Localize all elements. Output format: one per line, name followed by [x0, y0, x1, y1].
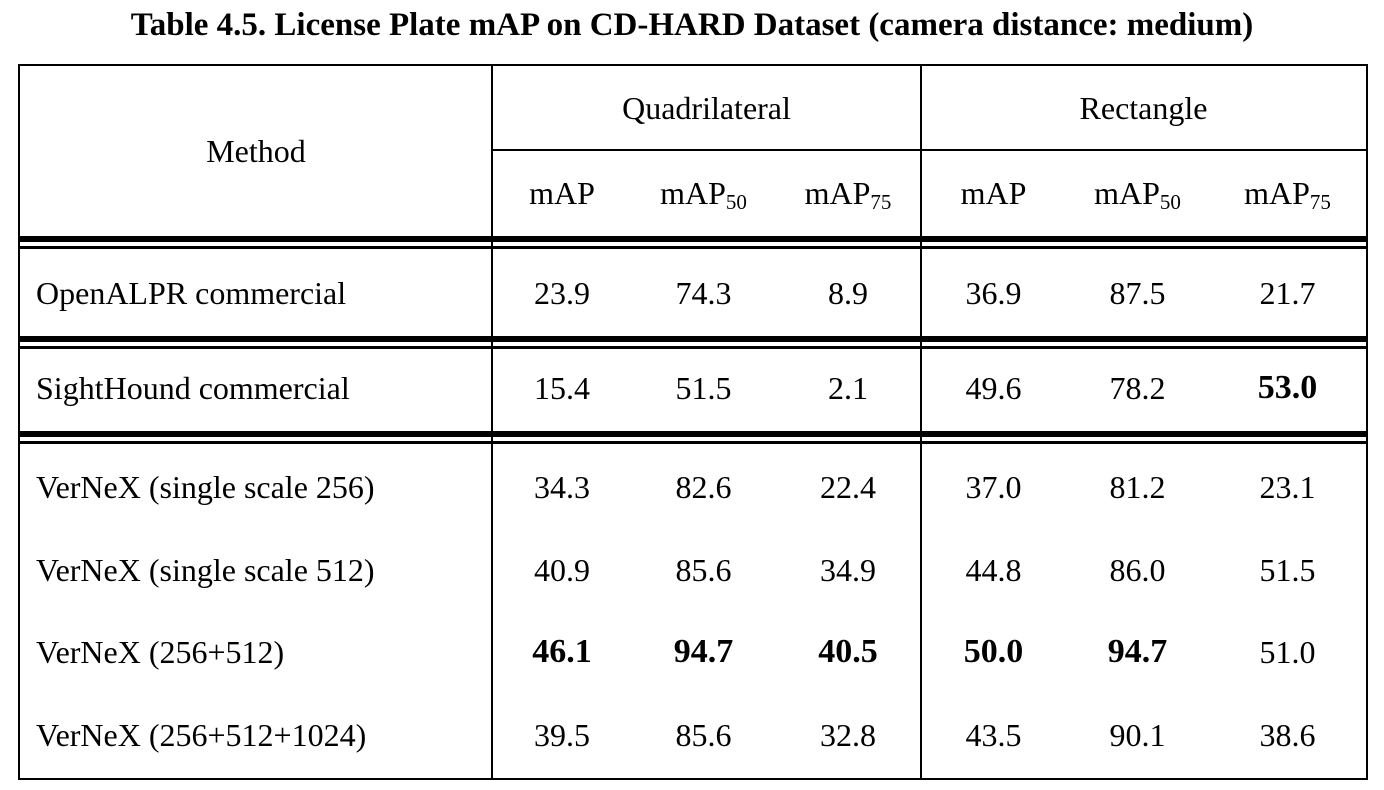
quadrilateral-header: Quadrilateral	[622, 89, 791, 126]
method-divider	[491, 66, 493, 778]
table-caption: Table 4.5. License Plate mAP on CD-HARD …	[130, 7, 1254, 43]
method-cell: VerNeX (single scale 512)	[36, 551, 375, 588]
value-cell: 51.5	[1259, 551, 1316, 588]
value-cell: 94.7	[1107, 633, 1168, 670]
value-cell: 49.6	[965, 369, 1022, 406]
metric-header: mAP 75	[1209, 150, 1366, 236]
value-cell: 37.0	[965, 468, 1022, 505]
rectangle-header: Rectangle	[1079, 89, 1208, 126]
metric-name: mAP	[960, 174, 1027, 211]
value-cell: 86.0	[1109, 551, 1166, 588]
value-cell: 51.0	[1259, 633, 1316, 670]
method-cell: SightHound commercial	[36, 369, 350, 406]
value-cell: 22.4	[820, 468, 876, 505]
metric-name: mAP	[1244, 174, 1310, 211]
metric-subscript: 50	[725, 189, 747, 214]
value-cell: 81.2	[1109, 468, 1166, 505]
value-cell: 23.9	[534, 274, 590, 311]
metric-name: mAP	[1094, 174, 1160, 211]
metric-subscript: 75	[870, 189, 892, 214]
value-cell: 87.5	[1109, 274, 1166, 311]
value-cell: 23.1	[1259, 468, 1316, 505]
metric-subscript: 75	[1309, 189, 1331, 214]
value-cell: 85.6	[675, 551, 732, 588]
value-cell: 15.4	[534, 369, 590, 406]
value-cell: 40.5	[818, 633, 878, 670]
metric-header: mAP	[921, 150, 1066, 236]
value-cell: 38.6	[1259, 717, 1316, 753]
value-cell: 78.2	[1109, 369, 1166, 406]
metric-name: mAP	[660, 174, 726, 211]
metric-header: mAP 75	[775, 150, 921, 236]
value-cell: 46.1	[532, 633, 592, 670]
group-divider	[920, 66, 922, 778]
metric-name: mAP	[804, 174, 871, 211]
value-cell: 82.6	[675, 468, 732, 505]
metric-subscript: 50	[1159, 189, 1181, 214]
metric-name: mAP	[529, 174, 595, 211]
value-cell: 85.6	[675, 717, 732, 753]
metric-header: mAP 50	[1066, 150, 1209, 236]
method-cell: VerNeX (256+512)	[36, 633, 285, 670]
value-cell: 32.8	[820, 717, 876, 753]
value-cell: 36.9	[965, 274, 1022, 311]
results-table: Method Quadrilateral Rectangle mAP mAP 50 m…	[18, 64, 1368, 780]
value-cell: 34.9	[820, 551, 876, 588]
value-cell: 34.3	[534, 468, 590, 505]
value-cell: 51.5	[675, 369, 732, 406]
value-cell: 53.0	[1257, 369, 1318, 406]
method-cell: OpenALPR commercial	[36, 274, 347, 311]
value-cell: 2.1	[828, 369, 868, 406]
group-underline	[492, 149, 1366, 151]
value-cell: 8.9	[828, 274, 868, 311]
value-cell: 21.7	[1259, 274, 1316, 311]
method-cell: VerNeX (256+512+1024)	[36, 717, 367, 753]
value-cell: 74.3	[675, 274, 732, 311]
metric-header: mAP	[492, 150, 632, 236]
value-cell: 39.5	[534, 717, 590, 753]
value-cell: 94.7	[673, 633, 734, 670]
method-cell: VerNeX (single scale 256)	[36, 468, 375, 505]
method-header: Method	[206, 132, 306, 169]
value-cell: 90.1	[1109, 717, 1166, 753]
value-cell: 40.9	[534, 551, 590, 588]
value-cell: 50.0	[963, 633, 1024, 670]
metric-header: mAP 50	[632, 150, 775, 236]
value-cell: 44.8	[965, 551, 1022, 588]
value-cell: 43.5	[965, 717, 1022, 753]
